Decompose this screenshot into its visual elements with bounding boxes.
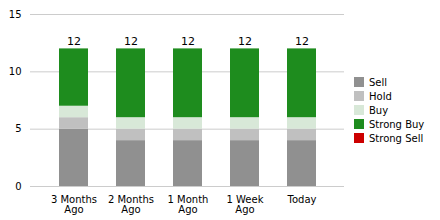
svg-text:Today: Today <box>287 194 317 205</box>
html-text:Hold: Hold <box>369 90 392 102</box>
svg-text:12: 12 <box>295 35 309 48</box>
svg-text:12: 12 <box>181 35 195 48</box>
html-text:Strong Sell: Strong Sell <box>369 132 424 144</box>
html-text:Buy: Buy <box>369 104 389 116</box>
svg-text:0: 0 <box>15 181 21 192</box>
svg-text:3 MonthsAgo: 3 MonthsAgo <box>51 194 97 215</box>
html-text:Strong Buy: Strong Buy <box>369 118 425 130</box>
svg-text:2 MonthsAgo: 2 MonthsAgo <box>108 194 154 215</box>
svg-text:1 MonthAgo: 1 MonthAgo <box>168 194 209 215</box>
svg-text:15: 15 <box>9 9 22 20</box>
svg-text:12: 12 <box>124 35 138 48</box>
svg-text:1 WeekAgo: 1 WeekAgo <box>227 194 264 215</box>
svg-text:12: 12 <box>67 35 81 48</box>
html-text:Sell: Sell <box>369 76 388 88</box>
svg-text:5: 5 <box>15 123 21 134</box>
svg-text:10: 10 <box>9 66 22 77</box>
svg-text:12: 12 <box>238 35 252 48</box>
